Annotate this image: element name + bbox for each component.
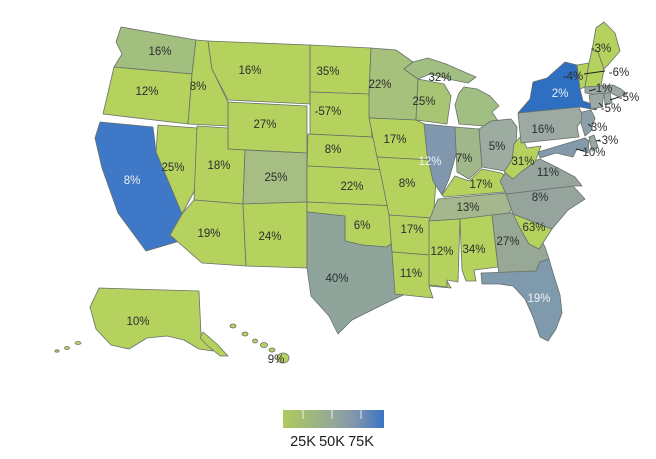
state-MI-upper[interactable]: [403, 57, 477, 84]
state-label-NE: 8%: [325, 144, 342, 156]
state-label-WI: 25%: [412, 96, 435, 108]
state-label-NC: 8%: [532, 192, 549, 204]
state-NJ[interactable]: [580, 109, 596, 137]
state-label-MA: 1%: [596, 83, 613, 95]
state-label-AK: 10%: [126, 316, 149, 328]
state-AK-aleutians: [64, 346, 70, 350]
state-label-TN: 13%: [456, 202, 479, 214]
state-AK-aleutians: [54, 349, 60, 353]
state-label-AZ: 19%: [197, 228, 220, 240]
state-CA[interactable]: [94, 121, 191, 252]
state-AK[interactable]: [89, 287, 214, 352]
state-AK-panhandle[interactable]: [199, 331, 229, 357]
state-IN[interactable]: [454, 126, 483, 180]
state-label-OR: 12%: [135, 86, 158, 98]
state-label-ND: 35%: [316, 66, 339, 78]
legend-label-25k: 25K: [290, 434, 316, 450]
leader-lines: [575, 70, 620, 152]
legend-label-50k: 50K: [319, 434, 345, 450]
state-AK-aleutians: [74, 341, 82, 345]
state-label-AR: 17%: [400, 224, 423, 236]
state-CT[interactable]: [588, 92, 605, 110]
state-RI[interactable]: [603, 92, 613, 106]
state-label-ID: 8%: [190, 81, 207, 93]
leader-line-de: [595, 139, 601, 142]
state-HI-island[interactable]: [252, 338, 258, 344]
state-label-MO: 8%: [399, 178, 416, 190]
state-MT[interactable]: [207, 40, 311, 105]
state-label-MI: 32%: [428, 72, 451, 84]
state-labels-layer: 16% 12% 8% 16% 27% 25% 18% 25% 8% 19% 24…: [124, 43, 640, 366]
state-HI-island[interactable]: [268, 347, 276, 353]
state-label-IL: 12%: [418, 156, 441, 168]
state-FL[interactable]: [480, 258, 563, 342]
states-layer: [54, 21, 628, 364]
state-KY[interactable]: [441, 168, 518, 198]
state-label-DE: -3%: [598, 135, 618, 147]
state-label-KS: 22%: [340, 181, 363, 193]
state-WI[interactable]: [415, 78, 452, 125]
state-NV[interactable]: [155, 124, 198, 215]
state-label-CT: -5%: [601, 103, 621, 115]
state-label-CO: 25%: [264, 172, 287, 184]
leader-line-nh: [583, 70, 606, 75]
state-label-NH: -6%: [609, 67, 629, 79]
state-label-ME: -3%: [591, 43, 611, 55]
state-label-MT: 16%: [238, 65, 261, 77]
leader-line-md: [575, 148, 585, 152]
state-ME[interactable]: [591, 21, 621, 70]
state-label-NM: 24%: [258, 231, 281, 243]
leader-line-ct: [598, 102, 604, 108]
state-label-NY: 2%: [552, 88, 569, 100]
legend-label-75k: 75K: [348, 434, 374, 450]
state-label-UT: 18%: [207, 160, 230, 172]
state-HI-island[interactable]: [276, 352, 290, 364]
state-label-VA: 11%: [537, 167, 559, 179]
state-label-SD: -57%: [315, 106, 342, 118]
state-label-MN: 22%: [368, 79, 391, 91]
state-DE[interactable]: [588, 134, 599, 152]
state-label-IA: 17%: [383, 134, 406, 146]
state-label-OK: 6%: [354, 220, 371, 232]
state-HI-island[interactable]: [241, 331, 249, 337]
state-label-AL: 34%: [462, 244, 485, 256]
state-label-WY: 27%: [253, 119, 276, 131]
state-MD[interactable]: [537, 137, 590, 159]
state-label-OH: 5%: [489, 141, 506, 153]
state-label-LA: 11%: [400, 268, 422, 280]
state-label-MD: 10%: [582, 147, 605, 159]
legend-gradient-bar: [283, 410, 384, 428]
leader-line-ri: [609, 96, 620, 101]
state-label-NJ: 3%: [591, 122, 608, 134]
state-label-IN: 7%: [456, 153, 473, 165]
state-label-KY: 17%: [469, 179, 492, 191]
state-label-RI: -5%: [619, 92, 639, 104]
state-label-CA: 8%: [124, 175, 141, 187]
state-WV[interactable]: [503, 135, 542, 180]
state-label-TX: 40%: [325, 273, 348, 285]
state-label-GA: 27%: [496, 236, 519, 248]
state-label-VT: -4%: [563, 71, 583, 83]
leader-line-ma: [588, 88, 597, 92]
state-label-MS: 12%: [430, 246, 453, 258]
legend-colorbar: 25K 50K 75K: [283, 410, 384, 450]
state-label-PA: 16%: [531, 124, 554, 136]
state-label-WV: 31%: [511, 156, 534, 168]
state-HI-island[interactable]: [229, 323, 237, 329]
state-label-WA: 16%: [148, 46, 171, 58]
state-label-HI: 9%: [268, 354, 285, 366]
state-label-NV: 25%: [161, 162, 184, 174]
state-label-SC: 63%: [522, 222, 545, 234]
leader-line-nj: [587, 123, 593, 128]
state-label-FL: 19%: [527, 293, 550, 305]
state-HI-island[interactable]: [260, 342, 268, 348]
